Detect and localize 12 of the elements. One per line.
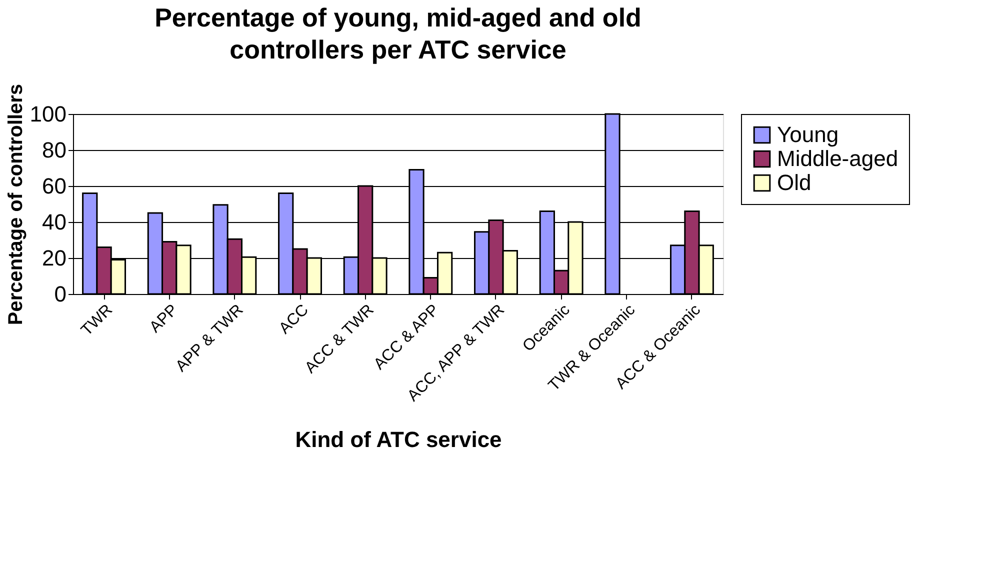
y-tick-label: 20 <box>42 246 66 270</box>
x-axis-title: Kind of ATC service <box>295 427 502 452</box>
y-tick-label: 80 <box>42 138 66 162</box>
chart-title: Percentage of young, mid-aged and old controllers per ATC service <box>154 2 642 64</box>
y-tick-label: 0 <box>54 282 66 306</box>
legend-label: Young <box>777 122 839 147</box>
legend-label: Old <box>777 170 812 195</box>
y-tick-label: 40 <box>42 210 66 234</box>
y-tick-label: 100 <box>30 102 66 126</box>
legend-label: Middle-aged <box>777 146 898 171</box>
y-tick-label: 60 <box>42 174 66 198</box>
y-axis-title: Percentage of controllers <box>4 84 27 326</box>
